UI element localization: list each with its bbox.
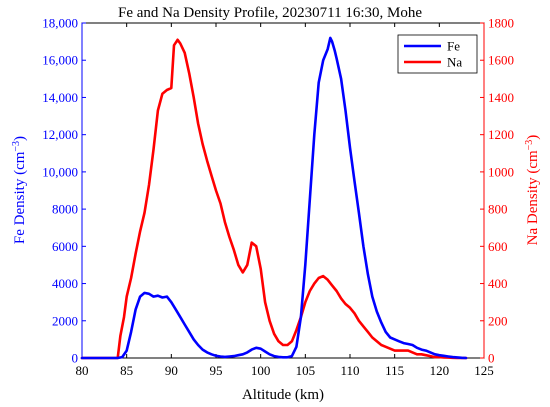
na-tick-label: 1200 — [488, 127, 514, 142]
legend-fe-label: Fe — [447, 39, 460, 54]
fe-tick-label: 6000 — [52, 239, 78, 254]
fe-density-axis: 0 2000 4000 6000 8000 10,000 12,000 14,000 16,00… — [42, 16, 86, 366]
x-tick-label: 100 — [251, 363, 271, 378]
series-layer — [80, 36, 468, 360]
na-axis-label-sup: −3 — [524, 140, 535, 151]
na-density-axis: 0 200 400 600 800 1000 1200 1400 1600 1800 — [480, 16, 514, 366]
na-tick-label: 600 — [488, 239, 508, 254]
legend-box — [397, 34, 478, 74]
x-tick-label: 90 — [165, 363, 178, 378]
fe-tick-label: 16,000 — [42, 53, 78, 68]
x-tick-label: 120 — [430, 363, 450, 378]
x-axis: 80 85 90 95 100 105 110 115 120 125 — [76, 23, 494, 378]
fe-tick-label: 14,000 — [42, 90, 78, 105]
fe-axis-label: Fe Density (cm−3) — [11, 136, 29, 244]
na-axis-label: Na Density (cm−3) — [524, 135, 542, 246]
x-tick-label: 95 — [210, 363, 223, 378]
na-tick-label: 200 — [488, 313, 508, 328]
x-tick-label: 110 — [340, 363, 359, 378]
x-tick-label: 85 — [120, 363, 133, 378]
legend: Fe Na — [397, 34, 478, 74]
series-line-na — [80, 38, 468, 360]
na-tick-label: 1800 — [488, 16, 514, 31]
fe-tick-label: 0 — [72, 351, 79, 366]
x-axis-label: Altitude (km) — [242, 387, 324, 403]
na-tick-label: 1400 — [488, 90, 514, 105]
na-tick-label: 1000 — [488, 164, 514, 179]
fe-tick-label: 2000 — [52, 313, 78, 328]
legend-na-label: Na — [447, 55, 462, 70]
chart-title: Fe and Na Density Profile, 20230711 16:3… — [118, 5, 422, 21]
series-line-fe — [80, 36, 468, 360]
na-tick-label: 0 — [488, 351, 495, 366]
fe-tick-label: 4000 — [52, 276, 78, 291]
na-tick-label: 1600 — [488, 53, 514, 68]
fe-tick-label: 18,000 — [42, 16, 78, 31]
na-tick-label: 800 — [488, 202, 508, 217]
na-tick-label: 400 — [488, 276, 508, 291]
x-tick-label: 115 — [385, 363, 404, 378]
fe-axis-label-sup: −3 — [11, 141, 22, 152]
na-axis-label-text: Na Density (cm — [525, 150, 541, 245]
na-axis-label-tail: ) — [525, 135, 541, 140]
fe-tick-label: 8000 — [52, 202, 78, 217]
x-tick-label: 125 — [474, 363, 494, 378]
fe-tick-label: 12,000 — [42, 127, 78, 142]
x-tick-label: 105 — [296, 363, 316, 378]
x-tick-label: 80 — [76, 363, 89, 378]
fe-tick-label: 10,000 — [42, 164, 78, 179]
fe-axis-label-text: Fe Density (cm — [12, 151, 28, 244]
fe-axis-label-tail: ) — [12, 136, 28, 141]
